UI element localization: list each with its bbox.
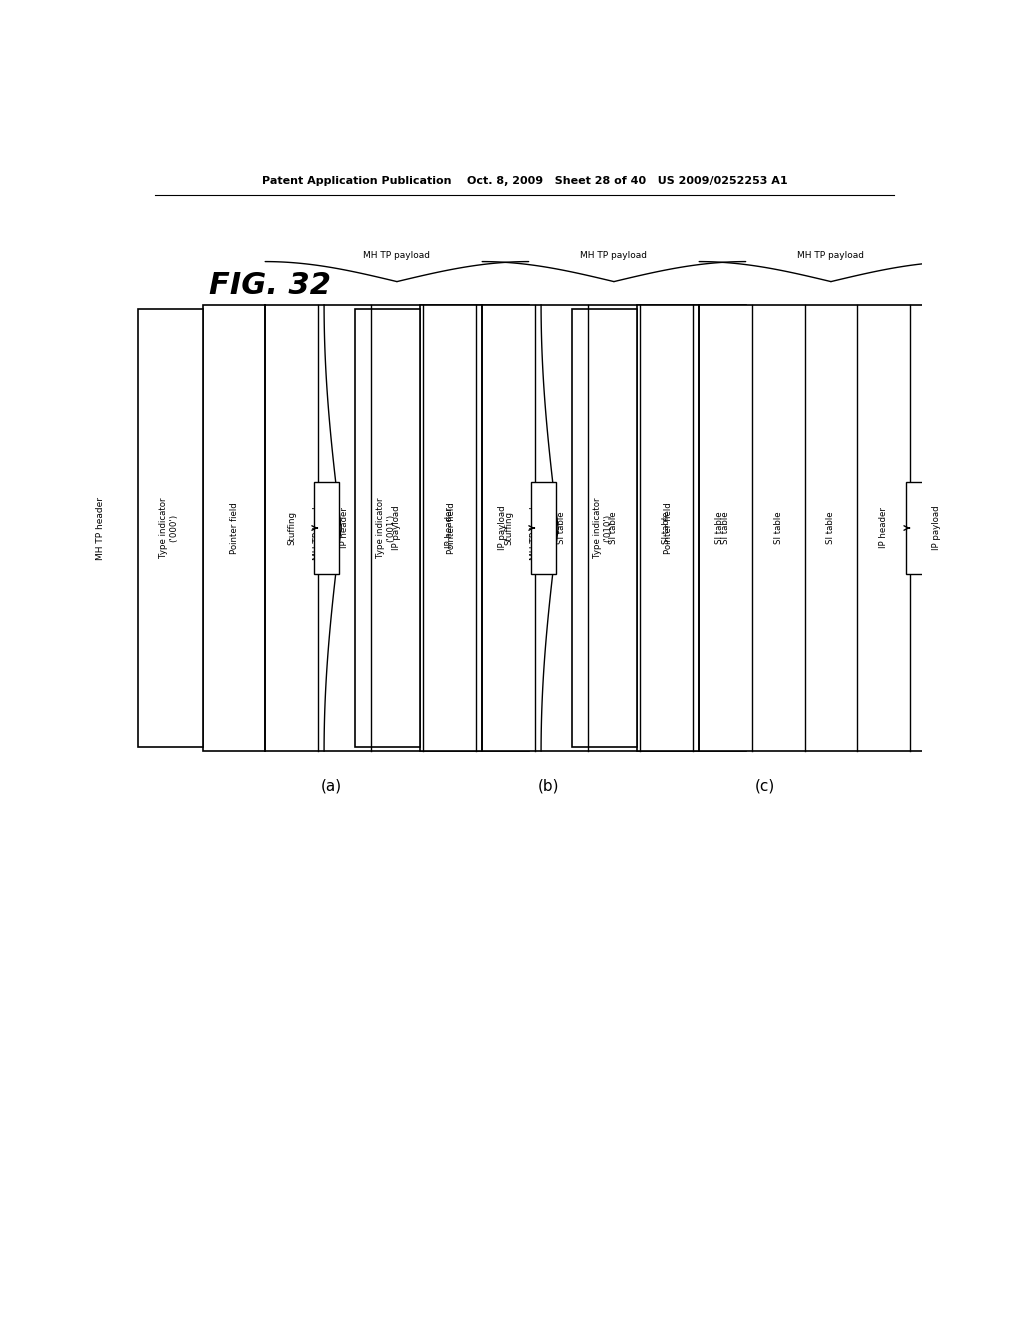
Bar bbox=[420, 305, 745, 751]
Text: MH TP payload: MH TP payload bbox=[364, 251, 430, 260]
Text: Type indicator
('010'): Type indicator ('010') bbox=[593, 498, 612, 558]
Bar bbox=[572, 309, 637, 747]
Bar bbox=[637, 305, 963, 751]
Text: MH TP payload: MH TP payload bbox=[798, 251, 864, 260]
Text: Pointer field: Pointer field bbox=[664, 502, 673, 554]
Text: Type indicator
('000'): Type indicator ('000') bbox=[159, 498, 178, 558]
Text: SI table: SI table bbox=[715, 512, 724, 544]
Text: FIG. 32: FIG. 32 bbox=[209, 271, 332, 300]
Text: (a): (a) bbox=[321, 779, 342, 793]
Text: SI table: SI table bbox=[826, 512, 836, 544]
Bar bbox=[138, 309, 203, 747]
Text: Patent Application Publication    Oct. 8, 2009   Sheet 28 of 40   US 2009/025225: Patent Application Publication Oct. 8, 2… bbox=[262, 176, 787, 186]
Text: Stuffing: Stuffing bbox=[287, 511, 296, 545]
Text: SI table: SI table bbox=[721, 512, 730, 544]
Text: Type indicator
('001'): Type indicator ('001') bbox=[376, 498, 395, 558]
Text: SI table: SI table bbox=[609, 512, 618, 544]
Text: (b): (b) bbox=[538, 779, 559, 793]
Text: IP header: IP header bbox=[880, 508, 888, 548]
Text: MH TP header: MH TP header bbox=[96, 496, 105, 560]
Text: IP payload: IP payload bbox=[932, 506, 941, 550]
Text: MH TP header: MH TP header bbox=[530, 496, 540, 560]
Text: SI table: SI table bbox=[663, 512, 671, 544]
Text: SI table: SI table bbox=[557, 512, 565, 544]
Text: Pointer field: Pointer field bbox=[446, 502, 456, 554]
Bar bbox=[355, 309, 420, 747]
Text: IP header: IP header bbox=[340, 508, 349, 548]
Text: MH TP header: MH TP header bbox=[313, 496, 323, 560]
Text: Stuffing: Stuffing bbox=[504, 511, 513, 545]
Bar bbox=[531, 482, 556, 574]
Bar bbox=[314, 482, 339, 574]
Text: SI table: SI table bbox=[774, 512, 782, 544]
Bar bbox=[906, 482, 931, 574]
Text: IP payload: IP payload bbox=[392, 506, 401, 550]
Text: MH TP payload: MH TP payload bbox=[581, 251, 647, 260]
Text: Pointer field: Pointer field bbox=[229, 502, 239, 554]
Text: IP header: IP header bbox=[445, 508, 454, 548]
Text: (c): (c) bbox=[755, 779, 775, 793]
Bar bbox=[203, 305, 528, 751]
Text: IP payload: IP payload bbox=[498, 506, 507, 550]
